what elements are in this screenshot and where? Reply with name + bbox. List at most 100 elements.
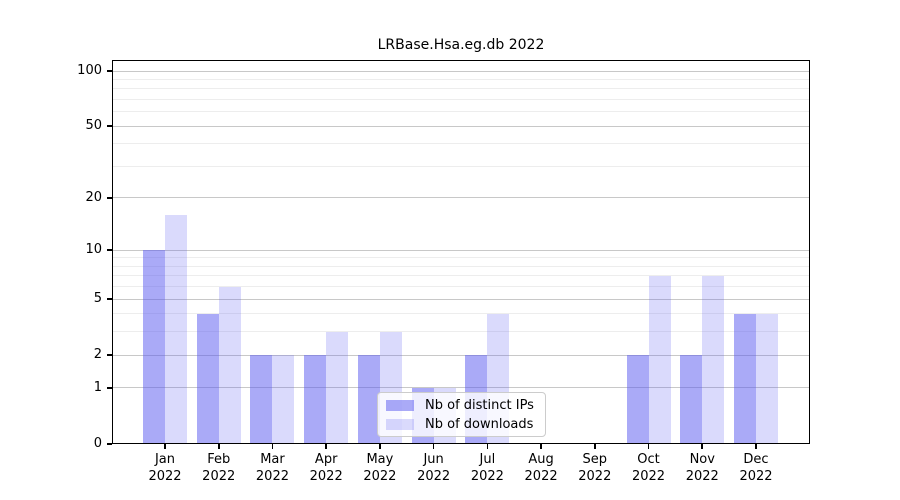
y-axis-tick-label: 20 bbox=[85, 189, 102, 205]
minor-gridline bbox=[112, 286, 810, 288]
y-axis-tick bbox=[107, 354, 112, 356]
major-gridline bbox=[112, 298, 810, 300]
x-axis-tick bbox=[486, 444, 489, 449]
x-axis-tick bbox=[647, 444, 650, 449]
major-gridline bbox=[112, 249, 810, 251]
major-gridline bbox=[112, 70, 810, 72]
x-axis-month-label: Dec bbox=[743, 452, 769, 467]
legend-label: Nb of downloads bbox=[425, 417, 534, 432]
plot-area bbox=[112, 60, 810, 444]
x-axis-tick bbox=[540, 444, 542, 449]
x-axis-month-label: Sep bbox=[582, 452, 608, 467]
x-axis-tick bbox=[755, 444, 757, 449]
x-axis-year-label: 2022 bbox=[255, 469, 289, 484]
y-axis-tick-label: 1 bbox=[93, 379, 102, 395]
y-axis-tick bbox=[107, 387, 112, 389]
bar-downloads bbox=[702, 275, 725, 444]
x-axis-tick bbox=[701, 444, 704, 449]
minor-gridline bbox=[112, 165, 810, 167]
bar-distinct-ips bbox=[680, 355, 703, 444]
x-axis-month-label: Oct bbox=[637, 452, 660, 467]
legend-label: Nb of distinct IPs bbox=[425, 398, 534, 413]
bar-downloads bbox=[326, 331, 349, 444]
legend-swatch-distinct-ips bbox=[386, 400, 414, 411]
x-axis-year-label: 2022 bbox=[309, 469, 343, 484]
y-axis-tick bbox=[107, 443, 112, 445]
minor-gridline bbox=[112, 313, 810, 315]
y-axis-tick bbox=[107, 70, 112, 72]
bar-downloads bbox=[165, 215, 187, 444]
x-axis-tick-label: Jun 2022 bbox=[402, 451, 466, 485]
x-axis-month-label: Feb bbox=[207, 452, 231, 467]
x-axis-year-label: 2022 bbox=[470, 469, 504, 484]
x-axis-tick-label: May 2022 bbox=[348, 451, 412, 485]
minor-gridline bbox=[112, 88, 810, 90]
bar-distinct-ips bbox=[196, 313, 219, 444]
minor-gridline bbox=[112, 275, 810, 277]
bar-downloads bbox=[218, 286, 241, 444]
x-axis-year-label: 2022 bbox=[739, 469, 773, 484]
minor-gridline bbox=[112, 99, 810, 100]
chart-title: LRBase.Hsa.eg.db 2022 bbox=[377, 37, 545, 53]
minor-gridline bbox=[112, 78, 810, 80]
x-axis-month-label: Apr bbox=[314, 452, 338, 467]
x-axis-year-label: 2022 bbox=[631, 469, 666, 484]
legend-entry: Nb of downloads bbox=[378, 415, 545, 434]
major-gridline bbox=[112, 354, 810, 356]
bar-distinct-ips bbox=[304, 355, 327, 444]
x-axis-month-label: Aug bbox=[528, 452, 554, 467]
bar-distinct-ips bbox=[250, 355, 273, 444]
x-axis-tick bbox=[594, 444, 596, 449]
x-axis-month-label: Mar bbox=[260, 452, 285, 467]
major-gridline bbox=[112, 197, 810, 199]
minor-gridline bbox=[112, 265, 810, 267]
bar-downloads bbox=[648, 275, 671, 444]
x-axis-year-label: 2022 bbox=[417, 469, 451, 484]
x-axis-month-label: Jul bbox=[479, 452, 496, 467]
bar-distinct-ips bbox=[357, 355, 380, 444]
y-axis-tick bbox=[107, 249, 112, 251]
x-axis-tick bbox=[217, 444, 220, 449]
x-axis-year-label: 2022 bbox=[578, 469, 612, 484]
x-axis-year-label: 2022 bbox=[148, 469, 182, 484]
x-axis-tick-label: Mar 2022 bbox=[240, 451, 304, 485]
bar-distinct-ips bbox=[143, 250, 165, 444]
x-axis-tick bbox=[379, 444, 381, 449]
y-axis-tick bbox=[107, 298, 112, 300]
y-axis-tick-label: 0 bbox=[93, 436, 102, 451]
x-axis-tick-label: Nov 2022 bbox=[670, 451, 734, 485]
y-axis-tick bbox=[107, 197, 112, 199]
x-axis-year-label: 2022 bbox=[685, 469, 719, 484]
legend-entry: Nb of distinct IPs bbox=[378, 396, 545, 415]
x-axis-tick bbox=[325, 444, 327, 449]
minor-gridline bbox=[112, 111, 810, 113]
minor-gridline bbox=[112, 143, 810, 145]
x-axis-tick bbox=[271, 444, 274, 449]
major-gridline bbox=[112, 387, 810, 389]
bar-distinct-ips bbox=[733, 313, 756, 444]
major-gridline bbox=[112, 125, 810, 127]
x-axis-tick-label: Oct 2022 bbox=[617, 451, 681, 485]
x-axis-tick-label: Sep 2022 bbox=[563, 451, 627, 485]
x-axis-tick bbox=[432, 444, 435, 449]
x-axis-tick-label: Jan 2022 bbox=[133, 451, 197, 485]
x-axis-tick-label: Dec 2022 bbox=[724, 451, 788, 485]
x-axis-year-label: 2022 bbox=[202, 469, 236, 484]
x-axis-year-label: 2022 bbox=[524, 469, 558, 484]
x-axis-tick-label: Aug 2022 bbox=[509, 451, 573, 485]
y-axis-tick-label: 10 bbox=[85, 242, 102, 258]
y-axis-tick-label: 100 bbox=[77, 63, 102, 78]
bar-downloads bbox=[755, 313, 778, 444]
x-axis-month-label: Nov bbox=[689, 452, 715, 467]
legend: Nb of distinct IPs Nb of downloads bbox=[377, 392, 546, 437]
x-axis-tick-label: Jul 2022 bbox=[455, 451, 519, 485]
x-axis-year-label: 2022 bbox=[363, 469, 397, 484]
y-axis-tick-label: 50 bbox=[85, 118, 102, 134]
x-axis-month-label: Jun bbox=[423, 452, 444, 467]
x-axis-tick-label: Apr 2022 bbox=[294, 451, 358, 485]
y-axis-tick-label: 2 bbox=[93, 347, 102, 363]
minor-gridline bbox=[112, 331, 810, 333]
legend-swatch-downloads bbox=[386, 419, 414, 430]
x-axis-tick bbox=[164, 444, 166, 449]
